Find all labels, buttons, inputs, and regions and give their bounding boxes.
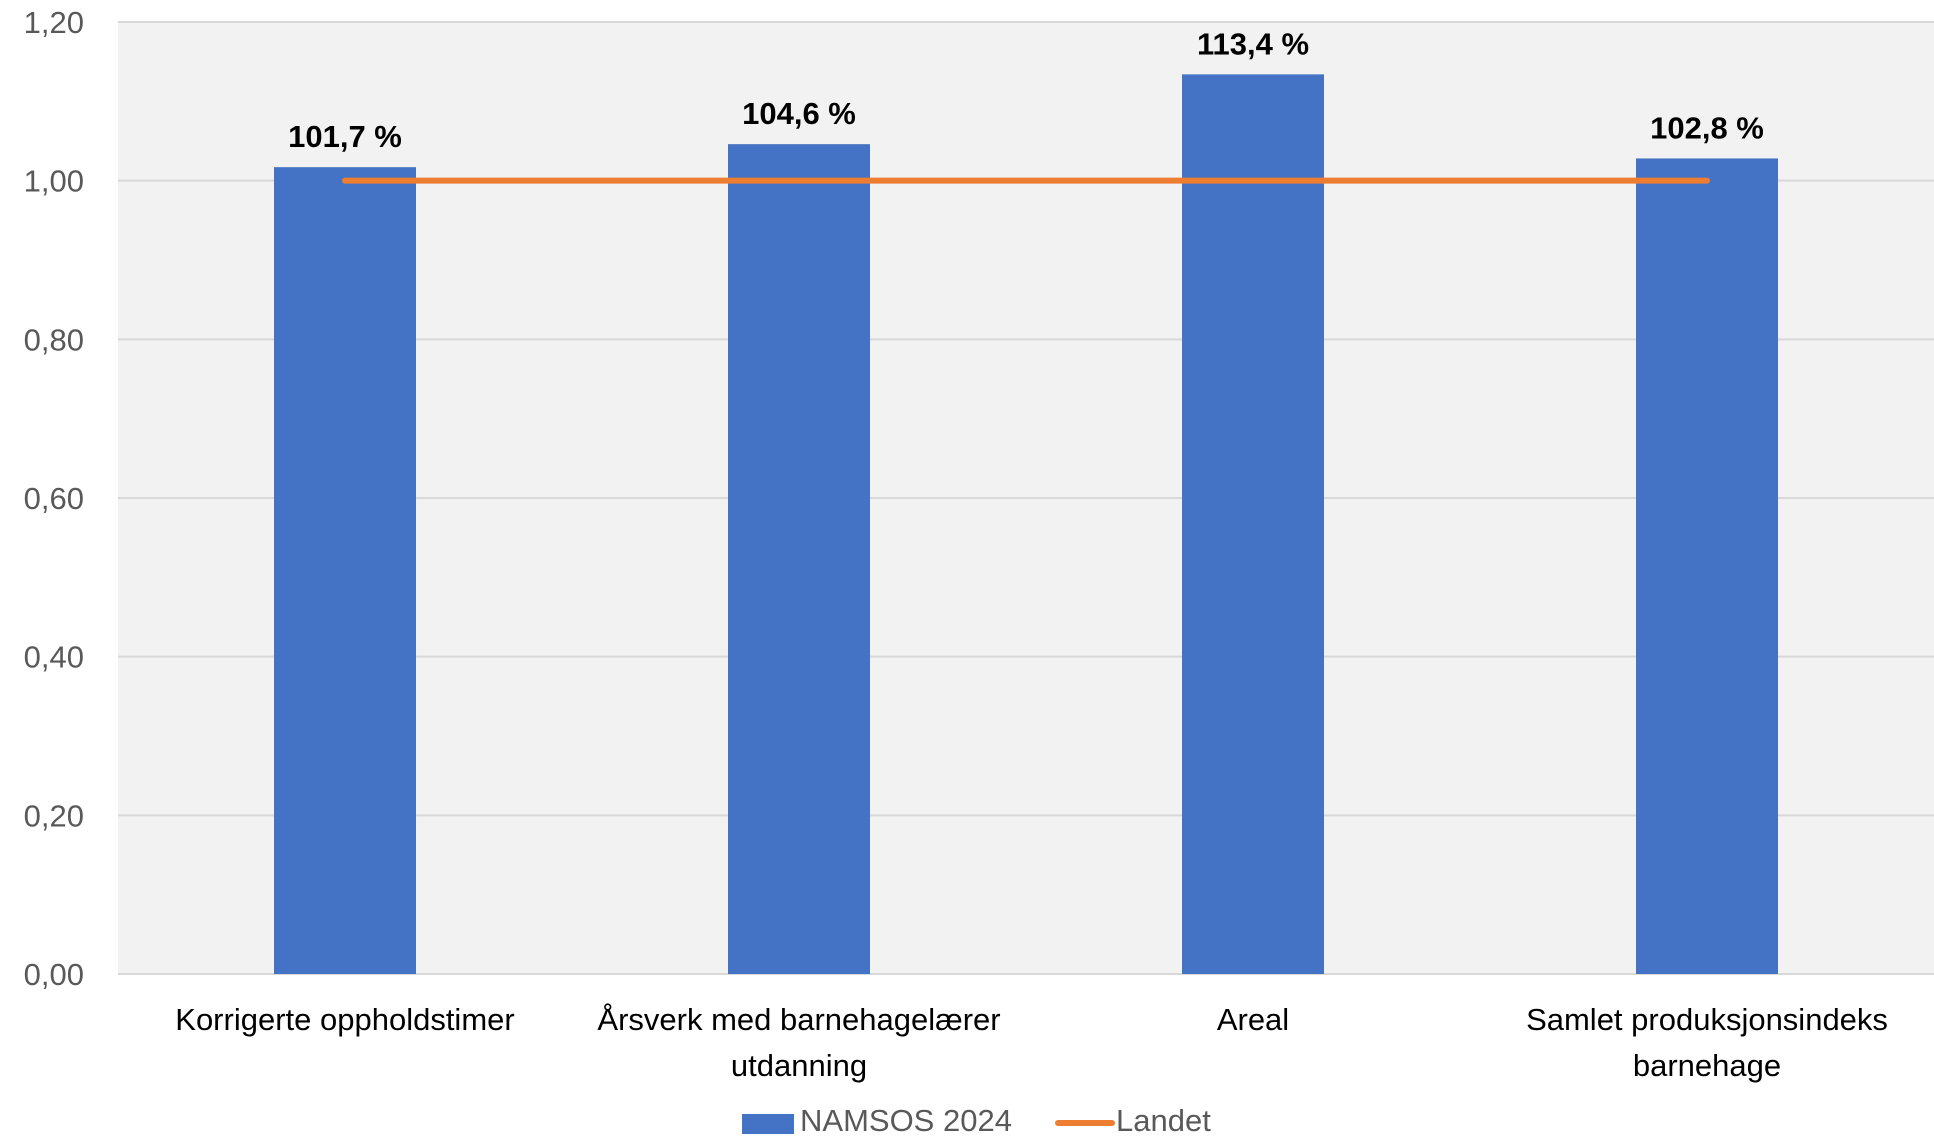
category-label: Areal: [1217, 1002, 1289, 1037]
y-tick-label: 0,40: [24, 640, 84, 675]
category-label: barnehage: [1633, 1048, 1781, 1083]
legend-label: NAMSOS 2024: [800, 1103, 1012, 1138]
bar: [728, 144, 870, 974]
category-label: Årsverk med barnehagelærer: [597, 1002, 1000, 1037]
category-label: Korrigerte oppholdstimer: [175, 1002, 514, 1037]
data-label: 104,6 %: [742, 96, 856, 131]
bar: [1636, 158, 1778, 974]
y-axis-tick-labels: 0,00 0,20 0,40 0,60 0,80 1,00 1,20: [24, 5, 84, 992]
y-tick-label: 1,20: [24, 5, 84, 40]
bar: [274, 167, 416, 974]
data-label: 101,7 %: [288, 119, 402, 154]
category-label: utdanning: [731, 1048, 867, 1083]
x-axis-category-labels: Korrigerte oppholdstimer Årsverk med barn…: [175, 1002, 1888, 1083]
data-label: 113,4 %: [1197, 26, 1309, 61]
y-tick-label: 0,60: [24, 481, 84, 516]
legend-label: Landet: [1116, 1103, 1211, 1138]
data-label: 102,8 %: [1650, 110, 1764, 145]
category-label: Samlet produksjonsindeks: [1526, 1002, 1888, 1037]
y-tick-label: 0,80: [24, 322, 84, 357]
legend-swatch-bar: [742, 1114, 794, 1134]
y-tick-label: 1,00: [24, 164, 84, 199]
y-tick-label: 0,20: [24, 798, 84, 833]
bar-series: [274, 74, 1778, 975]
data-labels: 101,7 % 104,6 % 113,4 % 102,8 %: [288, 26, 1764, 154]
legend: NAMSOS 2024 Landet: [742, 1103, 1211, 1138]
y-tick-label: 0,00: [24, 957, 84, 992]
bar: [1182, 74, 1324, 975]
